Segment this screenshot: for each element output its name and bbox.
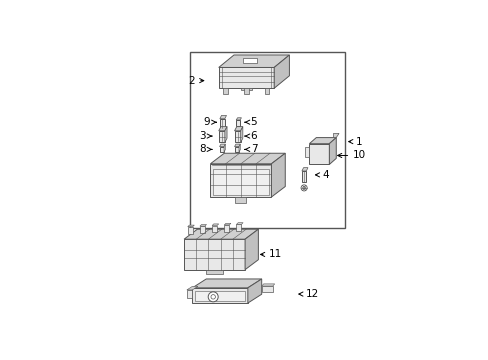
Polygon shape [236, 120, 240, 126]
Polygon shape [192, 279, 261, 288]
Polygon shape [309, 144, 328, 165]
Text: 2: 2 [188, 76, 203, 86]
Polygon shape [195, 291, 244, 301]
Polygon shape [236, 223, 243, 224]
Polygon shape [247, 279, 261, 303]
Polygon shape [219, 144, 225, 147]
Polygon shape [261, 286, 272, 292]
Polygon shape [239, 144, 240, 152]
Text: 6: 6 [244, 131, 257, 141]
Text: 4: 4 [315, 170, 328, 180]
Polygon shape [243, 58, 256, 63]
Polygon shape [234, 144, 240, 147]
Polygon shape [309, 138, 336, 144]
Polygon shape [218, 131, 224, 143]
Polygon shape [274, 55, 289, 88]
Text: 11: 11 [260, 249, 281, 260]
Bar [189, 51, 344, 228]
Polygon shape [234, 127, 243, 131]
Text: 10: 10 [337, 150, 366, 161]
Polygon shape [241, 88, 251, 90]
Text: 7: 7 [244, 144, 257, 154]
Polygon shape [301, 168, 307, 171]
Polygon shape [219, 147, 224, 152]
Polygon shape [224, 144, 225, 152]
Polygon shape [210, 164, 271, 197]
Polygon shape [220, 116, 226, 119]
Polygon shape [212, 169, 268, 195]
Polygon shape [183, 239, 244, 270]
Polygon shape [244, 229, 258, 270]
Polygon shape [224, 223, 230, 225]
Polygon shape [220, 119, 224, 129]
Polygon shape [186, 290, 192, 298]
Polygon shape [223, 88, 227, 94]
Polygon shape [261, 284, 274, 286]
Polygon shape [183, 229, 258, 239]
Polygon shape [236, 118, 241, 120]
Polygon shape [212, 224, 218, 226]
Polygon shape [234, 131, 240, 143]
Polygon shape [210, 153, 285, 164]
Polygon shape [218, 67, 274, 88]
Polygon shape [301, 171, 305, 182]
Polygon shape [187, 227, 192, 234]
Polygon shape [224, 225, 229, 232]
Text: 12: 12 [298, 289, 319, 299]
Text: 3: 3 [199, 131, 211, 141]
Polygon shape [218, 55, 289, 67]
Polygon shape [212, 226, 217, 233]
Circle shape [208, 292, 218, 302]
Polygon shape [187, 225, 194, 227]
Polygon shape [224, 127, 226, 143]
Polygon shape [240, 127, 243, 143]
Polygon shape [192, 288, 247, 303]
Polygon shape [186, 286, 198, 290]
Text: 8: 8 [199, 144, 211, 154]
Polygon shape [305, 147, 309, 157]
Polygon shape [200, 225, 206, 226]
Polygon shape [264, 88, 269, 94]
Text: 5: 5 [244, 117, 257, 127]
Polygon shape [200, 226, 204, 233]
Polygon shape [235, 197, 246, 203]
Polygon shape [218, 127, 226, 131]
Polygon shape [333, 134, 338, 138]
Polygon shape [244, 88, 248, 94]
Text: 9: 9 [203, 117, 216, 127]
Polygon shape [271, 153, 285, 197]
Polygon shape [206, 270, 223, 274]
Polygon shape [236, 224, 241, 231]
Circle shape [210, 294, 215, 299]
Text: 1: 1 [348, 136, 362, 147]
Polygon shape [234, 147, 239, 152]
Polygon shape [328, 138, 336, 165]
